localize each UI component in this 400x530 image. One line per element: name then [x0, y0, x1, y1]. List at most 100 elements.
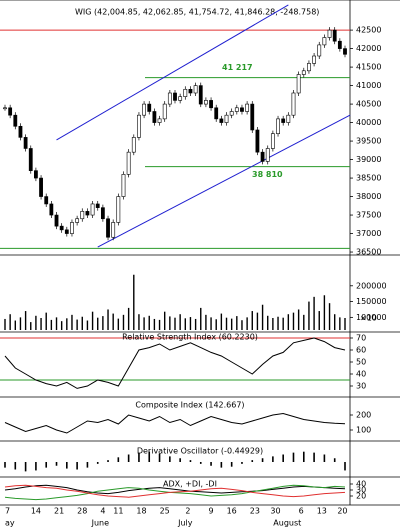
- trend-line: [56, 4, 289, 141]
- oscillator-bar: [323, 454, 326, 462]
- y-tick-label: 42000: [356, 44, 381, 53]
- oscillator-bar: [169, 456, 171, 462]
- candle: [75, 218, 80, 223]
- y-tick-label: 36500: [356, 248, 381, 257]
- candle: [167, 92, 172, 105]
- y-tick-label: 30: [356, 382, 366, 391]
- candle: [327, 29, 332, 38]
- candle: [260, 151, 265, 162]
- y-tick-label: 37000: [356, 229, 381, 238]
- indicator-line: [4, 484, 346, 495]
- y-tick-label: 39000: [356, 155, 381, 164]
- oscillator-bar: [138, 452, 140, 462]
- volume-bar: [102, 316, 104, 330]
- candle: [296, 74, 301, 94]
- candle: [85, 211, 90, 216]
- volume-bar: [35, 315, 37, 330]
- candle: [64, 229, 69, 234]
- volume-bar: [60, 321, 63, 330]
- candle: [111, 222, 116, 238]
- oscillator-bar: [230, 462, 233, 467]
- volume-bar: [174, 317, 176, 330]
- x-tick-label: 16: [227, 507, 237, 516]
- volume-bar: [215, 319, 217, 330]
- volume-bar: [50, 319, 53, 330]
- y-tick-label: 60: [356, 346, 366, 355]
- line-label: 41 217: [222, 63, 253, 72]
- candle: [106, 218, 110, 238]
- candle: [265, 148, 270, 162]
- candle: [18, 125, 23, 138]
- y-tick-label: 40: [356, 480, 366, 489]
- oscillator-bar: [76, 462, 78, 470]
- oscillator-bar: [127, 454, 130, 462]
- volume-bar: [230, 318, 233, 330]
- x-tick-label: 11: [113, 507, 123, 516]
- volume-bar: [169, 316, 171, 330]
- y-tick-label: 40: [356, 370, 366, 379]
- candle: [90, 203, 95, 216]
- oscillator-bar: [86, 462, 89, 468]
- volume-bar: [313, 296, 315, 330]
- indicator-line: [4, 484, 346, 498]
- volume-bar: [251, 311, 253, 330]
- x-tick-label: 6: [299, 507, 304, 516]
- volume-bar: [184, 318, 187, 330]
- volume-bar: [179, 314, 181, 330]
- candle: [126, 151, 131, 175]
- x-tick-label: 13: [317, 507, 327, 516]
- candle: [137, 114, 141, 138]
- volume-bar: [225, 317, 228, 330]
- candle: [157, 118, 162, 123]
- candle: [337, 40, 342, 49]
- oscillator-bar: [66, 462, 68, 469]
- candle: [131, 137, 136, 153]
- volume-bar: [148, 315, 150, 330]
- volume-bar: [143, 317, 145, 330]
- volume-bar: [153, 318, 156, 330]
- volume-bar: [292, 312, 295, 330]
- y-tick-label: 40000: [356, 118, 381, 127]
- volume-bar: [246, 317, 248, 330]
- volume-bar: [24, 311, 27, 330]
- volume-bar: [138, 314, 140, 330]
- indicator-line: [4, 337, 346, 389]
- candle: [276, 118, 280, 134]
- volume-bar: [163, 311, 166, 330]
- volume-bar: [200, 307, 202, 330]
- y-tick-label: 50: [356, 358, 366, 367]
- candle: [219, 118, 224, 123]
- candle: [198, 85, 203, 105]
- y-tick-label: 41000: [356, 81, 381, 90]
- candle: [307, 63, 311, 72]
- volume-bar: [220, 313, 223, 330]
- candle: [44, 196, 49, 205]
- volume-bar: [261, 304, 264, 330]
- volume-bar: [241, 320, 243, 330]
- oscillator-bar: [302, 451, 305, 462]
- y-tick-label: 100000: [356, 313, 387, 322]
- volume-bar: [91, 311, 94, 330]
- y-tick-label: 41500: [356, 63, 381, 72]
- oscillator-bar: [117, 457, 120, 462]
- volume-bar: [158, 319, 161, 330]
- plot: WIG (42,004.85, 42,062.85, 41,754.72, 41…: [0, 4, 387, 528]
- candle: [209, 100, 213, 109]
- oscillator-bar: [199, 462, 202, 464]
- candle: [229, 111, 234, 116]
- volume-bar: [9, 314, 11, 330]
- candle: [147, 103, 152, 112]
- volume-bar: [45, 312, 47, 330]
- volume-bar: [344, 318, 346, 330]
- x-tick-label: 2: [185, 507, 190, 516]
- oscillator-bar: [282, 454, 284, 462]
- candle: [291, 92, 296, 116]
- volume-bar: [287, 314, 290, 330]
- volume-bar: [308, 301, 310, 330]
- y-tick-label: 42500: [356, 26, 381, 35]
- oscillator-bar: [179, 458, 181, 462]
- indicator-line: [4, 412, 346, 434]
- volume-bar: [66, 318, 68, 330]
- candle: [178, 96, 183, 101]
- y-tick-label: 30: [356, 486, 366, 495]
